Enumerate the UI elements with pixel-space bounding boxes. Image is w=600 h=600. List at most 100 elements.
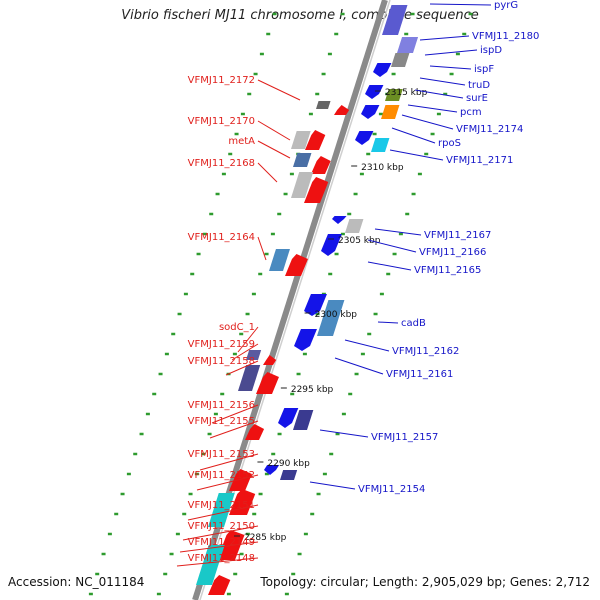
gene-block-reverse [345, 219, 364, 233]
leader-line-left [187, 504, 259, 521]
gene-block-reverse [381, 105, 400, 119]
gene-arrow-forward [334, 105, 350, 115]
gene-label-right: truD [468, 80, 490, 91]
accession-text: Accession: NC_011184 [8, 575, 145, 589]
leader-line-right [419, 77, 466, 86]
gene-label-left: VFMJ11_2150 [188, 521, 255, 532]
leader-line-left [257, 120, 291, 141]
gene-label-right: VFMJ11_2174 [456, 124, 523, 135]
gene-label-right: VFMJ11_2171 [446, 155, 513, 166]
gene-arrow-forward [256, 372, 279, 394]
gene-arrow-forward [263, 355, 277, 365]
gene-label-right: VFMJ11_2166 [419, 247, 486, 258]
gene-arrow-forward [229, 469, 252, 491]
gene-label-right: surE [466, 93, 488, 104]
topology-text: Topology: circular; Length: 2,905,029 bp… [260, 575, 590, 589]
leader-line-right [391, 127, 436, 144]
leader-line-right [407, 104, 458, 113]
gene-label-right: VFMJ11_2157 [371, 432, 438, 443]
gene-label-right: VFMJ11_2180 [472, 31, 539, 42]
gene-label-right: VFMJ11_2167 [424, 230, 491, 241]
gene-block-forward [316, 101, 331, 109]
gene-label-left: VFMJ11_2152 [188, 470, 255, 481]
gene-arrow-reverse [365, 85, 384, 99]
leader-line-right [367, 261, 412, 271]
leader-line-left [257, 79, 301, 101]
leader-line-left [237, 326, 259, 353]
leader-line-right [374, 228, 422, 236]
gene-arrow-reverse [264, 465, 280, 475]
gene-arrow-reverse [294, 329, 317, 351]
gene-label-right: VFMJ11_2165 [414, 265, 481, 276]
gene-block-forward [246, 350, 262, 360]
leader-line-right [377, 321, 399, 324]
leader-line-left [199, 453, 259, 471]
gene-block-forward [293, 153, 312, 167]
leader-line-right [319, 429, 369, 438]
gene-block-forward [208, 493, 235, 527]
gene-block-reverse [293, 410, 314, 430]
gene-arrow-reverse [361, 105, 380, 119]
gene-arrow-reverse [304, 294, 327, 316]
gene-arrow-reverse [321, 234, 342, 256]
gene-block-reverse [385, 89, 403, 101]
gene-arrow-forward [311, 156, 331, 174]
leader-line-left [176, 557, 259, 567]
leader-line-right [367, 239, 417, 253]
gene-label-right: VFMJ11_2161 [386, 369, 453, 380]
gene-arrow-forward [304, 177, 329, 203]
gene-arrow-reverse [332, 216, 347, 224]
gene-label-left: VFMJ11_2148 [188, 553, 255, 564]
gene-label-right: cadB [401, 318, 426, 329]
gene-block-reverse [391, 53, 410, 67]
gene-arrow-forward [285, 254, 308, 276]
scale-label: 2290 kbp [267, 459, 310, 469]
gene-arrow-forward [208, 575, 231, 595]
leader-line-left [211, 404, 259, 424]
leader-line-right [429, 65, 472, 70]
leader-line-right [389, 149, 444, 161]
gene-label-left: VFMJ11_2168 [188, 158, 255, 169]
leader-line-left [257, 162, 278, 183]
leader-line-left [179, 541, 259, 553]
leader-line-right [424, 49, 478, 56]
leader-line-right [334, 357, 384, 375]
scale-label: 2305 kbp [338, 236, 381, 246]
gene-block-forward [291, 172, 314, 198]
gene-block-reverse [280, 470, 298, 480]
leader-line-right [309, 481, 356, 490]
gene-label-right: rpoS [438, 138, 461, 149]
gene-arrow-forward [245, 424, 265, 440]
leader-line-left [257, 236, 267, 261]
scale-label: 2285 kbp [244, 533, 287, 543]
leader-line-left [196, 474, 259, 491]
gene-block-reverse [317, 300, 345, 336]
gene-label-left: VFMJ11_2155 [188, 416, 255, 427]
leader-line-right [401, 114, 454, 130]
gene-arrow-forward [229, 489, 256, 515]
gene-block-forward [196, 545, 225, 585]
gene-label-left: metA [228, 136, 255, 147]
leader-line-left [225, 360, 259, 376]
leader-line-right [429, 3, 492, 6]
gene-label-left: VFMJ11_2151 [188, 500, 255, 511]
gene-arrow-reverse [373, 63, 392, 77]
gene-block-reverse [397, 37, 419, 53]
gene-label-right: VFMJ11_2162 [392, 346, 459, 357]
gene-label-right: ispF [474, 64, 494, 75]
gene-arrow-reverse [278, 408, 299, 428]
gene-label-left: VFMJ11_2172 [188, 75, 255, 86]
gene-block-reverse [382, 5, 408, 35]
gene-label-left: sodC_1 [219, 322, 255, 333]
gene-block-forward [238, 365, 261, 391]
leader-line-right [419, 35, 470, 41]
scale-label: 2310 kbp [361, 163, 404, 173]
gene-block-forward [269, 249, 290, 271]
gene-label-right: VFMJ11_2154 [358, 484, 425, 495]
gene-label-right: pcm [460, 107, 482, 118]
scale-label: 2300 kbp [315, 310, 358, 320]
leader-line-left [231, 343, 259, 361]
gene-block-forward [291, 131, 311, 149]
